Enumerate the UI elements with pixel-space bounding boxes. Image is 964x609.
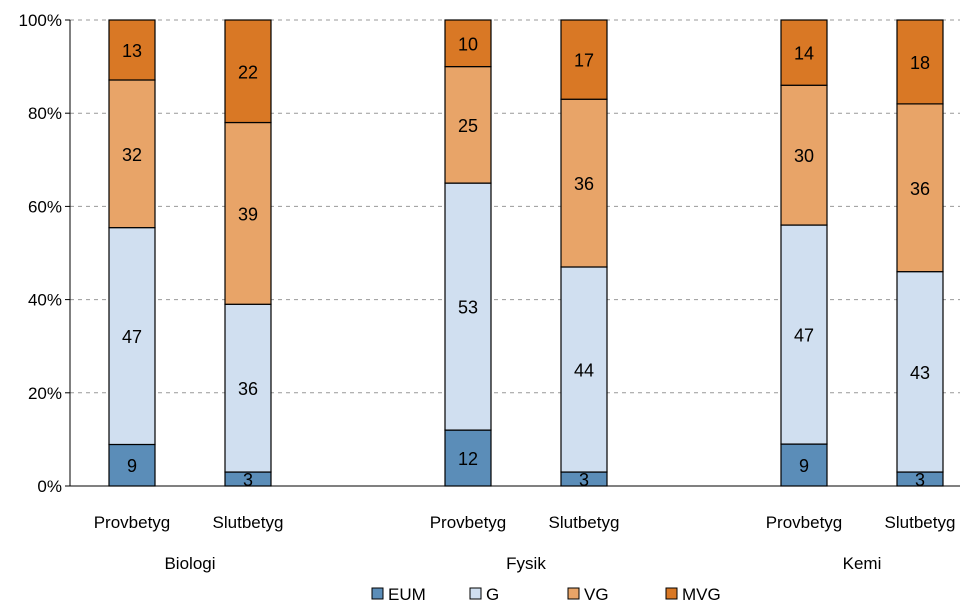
data-label: 3 (915, 470, 925, 490)
data-label: 36 (574, 174, 594, 194)
bar-segment-vg (780, 84, 828, 226)
data-label: 17 (574, 51, 594, 71)
y-tick-label: 100% (19, 11, 62, 30)
y-tick-label: 60% (28, 197, 62, 216)
y-tick-label: 40% (28, 291, 62, 310)
data-label: 43 (910, 363, 930, 383)
bar-segment-vg (896, 103, 944, 273)
data-label: 18 (910, 53, 930, 73)
legend-swatch-g (469, 587, 482, 600)
data-label: 39 (238, 204, 258, 224)
legend-swatch-mvg (665, 587, 678, 600)
x-category-label: Provbetyg (94, 513, 171, 532)
bar-segment-mvg (896, 19, 944, 105)
data-label: 25 (458, 116, 478, 136)
legend-label: MVG (682, 585, 721, 604)
data-label: 9 (799, 456, 809, 476)
bar-segment-vg (224, 121, 272, 305)
x-group-label: Fysik (506, 554, 546, 573)
x-category-label: Provbetyg (430, 513, 507, 532)
y-tick-label: 20% (28, 384, 62, 403)
bar-segment-vg (444, 65, 492, 184)
data-label: 9 (127, 456, 137, 476)
x-category-label: Slutbetyg (549, 513, 620, 532)
data-label: 22 (238, 62, 258, 82)
data-label: 12 (458, 449, 478, 469)
data-label: 53 (458, 298, 478, 318)
x-category-label: Slutbetyg (885, 513, 956, 532)
data-label: 47 (794, 326, 814, 346)
category-labels: Provbetyg Slutbetyg Biologi Provbetyg Slutbe… (94, 513, 956, 573)
data-label: 10 (458, 34, 478, 54)
legend-swatch-eum (371, 587, 384, 600)
data-label: 32 (122, 145, 142, 165)
bar-segment-g (444, 182, 492, 431)
x-group-label: Biologi (164, 554, 215, 573)
x-category-label: Slutbetyg (213, 513, 284, 532)
x-category-label: Provbetyg (766, 513, 843, 532)
data-label: 30 (794, 146, 814, 166)
y-tick-label: 0% (37, 477, 62, 496)
y-tick-label: 80% (28, 104, 62, 123)
data-label: 36 (910, 179, 930, 199)
data-label: 47 (122, 327, 142, 347)
bar-segment-mvg (444, 19, 492, 68)
bar-segment-g (224, 303, 272, 473)
data-label: 44 (574, 361, 594, 381)
x-group-label: Kemi (843, 554, 882, 573)
bar-segment-g (780, 224, 828, 445)
bar-segment-g (560, 266, 608, 473)
legend-label: EUM (388, 585, 426, 604)
y-axis: 0% 20% 40% 60% 80% 100% (19, 11, 960, 496)
bars: 9 47 32 13 3 36 39 22 12 53 25 10 3 44 36 17 9 47 30 14 3 43 3… (108, 19, 944, 490)
bar-segment-eum (444, 429, 492, 487)
bar-segment-mvg (224, 19, 272, 124)
bar-segment-mvg (108, 19, 156, 81)
data-label: 13 (122, 41, 142, 61)
data-label: 36 (238, 379, 258, 399)
bar-segment-mvg (780, 19, 828, 86)
bar-segment-vg (560, 98, 608, 268)
legend-label: G (486, 585, 499, 604)
data-label: 3 (243, 470, 253, 490)
bar-segment-mvg (560, 19, 608, 100)
bar-segment-eum (780, 443, 828, 487)
data-label: 3 (579, 470, 589, 490)
data-label: 14 (794, 44, 814, 64)
legend-label: VG (584, 585, 609, 604)
legend-swatch-vg (567, 587, 580, 600)
legend: EUM G VG MVG (371, 585, 721, 604)
